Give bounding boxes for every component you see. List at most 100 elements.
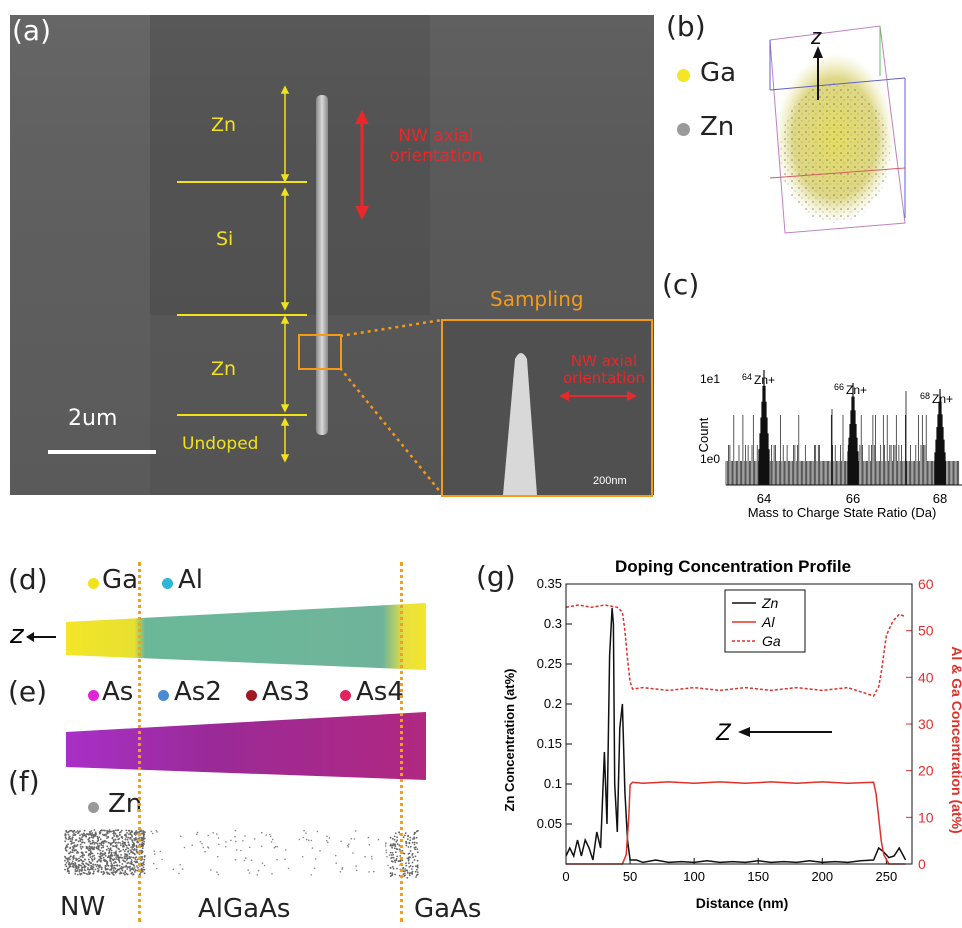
legend-al-label: Al [178,565,204,595]
panel-a-sem-image [10,15,654,495]
xtick-label: 0 [562,869,569,884]
legend-as4-dot [340,690,351,701]
svg-text:64: 64 [742,372,752,382]
axial-orientation-arrow [355,110,369,220]
segment-arrows [280,85,290,463]
legend-ga-label: Ga [700,58,737,88]
ytick-1e1: 1e1 [700,372,720,386]
legend-as-dot [88,690,99,701]
legend-as2-dot [158,690,169,701]
legend-ga-label: Ga [102,565,139,595]
legend-as4-label: As4 [356,677,404,707]
legend-as2-label: As2 [174,677,222,707]
xtick-label: 250 [876,869,898,884]
xtick-66: 66 [846,491,860,506]
peak-label-64: 64 Zn+ [742,372,775,387]
svg-text:66: 66 [834,382,844,392]
legend-al-dot [162,578,173,589]
panel-a-label: (a) [12,14,52,47]
as-reconstruction [66,712,426,780]
scale-bar-label: 2um [68,406,118,431]
axis-z-label: z [810,24,822,49]
ylabel-right: Al & Ga Concentration (at%) [949,646,962,833]
doping-profile-chart: Doping Concentration Profile Zn Concentr… [502,557,962,911]
ytick-1e0: 1e0 [700,452,720,466]
svg-text:Zn+: Zn+ [846,383,867,397]
region-label-gaas: GaAs [414,894,482,924]
nanowire [316,95,328,435]
xlabel: Mass to Charge State Ratio (Da) [748,505,937,520]
ytick-left-label: 0.35 [537,576,562,591]
axial-orientation-label: NW axial orientation [389,126,483,166]
legend-al-label: Al [761,614,775,630]
sampling-label: Sampling [490,287,584,311]
peak-label-66: 66 Zn+ [834,382,867,397]
legend-zn-dot [677,123,690,136]
svg-text:Zn+: Zn+ [932,392,953,406]
ytick-left-label: 0.15 [537,736,562,751]
legend-zn-dot [88,802,99,813]
ytick-right-label: 20 [918,763,934,779]
panel-e-label: (e) [8,675,48,708]
svg-text:Zn+: Zn+ [754,373,775,387]
ytick-right-label: 50 [918,623,934,639]
mass-spectrum-chart: Count 1e1 1e0 64 66 68 Mass to Charge St… [696,370,962,520]
xtick-label: 100 [683,869,705,884]
segment-label-zn-top: Zn [211,114,237,136]
interface-line-nw-algaas [138,562,141,922]
inset-scale-label: 200nm [593,475,627,487]
ytick-right-label: 10 [918,809,934,825]
region-label-nw: NW [60,892,106,922]
series-zn-line [565,607,907,864]
legend-ga-label: Ga [762,633,781,649]
plot-frame [565,583,913,865]
sampling-inset: NW axial orientation 200nm [441,319,653,497]
xtick-64: 64 [757,491,771,506]
legend-as3-dot [246,690,257,701]
legend-zn-label: Zn [761,595,779,611]
ytick-left-label: 0.05 [537,816,562,831]
zn-reconstruction [64,829,419,879]
series-ga-line [565,604,906,697]
xtick-label: 50 [623,869,637,884]
ytick-left-label: 0.25 [537,656,562,671]
panel-d-label: (d) [8,563,48,596]
ytick-right-label: 0 [918,856,926,872]
segment-boundary-line [177,181,307,183]
segment-boundary-line [177,314,307,316]
segment-label-undoped: Undoped [182,434,259,454]
legend-ga-dot [677,69,690,82]
series-al-line [566,781,906,865]
sampling-box [298,334,342,370]
xtick-label: 150 [747,869,769,884]
legend: Zn Al Ga [724,589,806,653]
legend-zn-label: Zn [108,789,143,819]
legend-as-label: As [102,677,134,707]
panel-g-label: (g) [476,560,516,593]
ytick-right-label: 30 [918,716,934,732]
segment-label-si: Si [216,228,234,250]
panel-b-label: (b) [666,10,706,43]
ylabel: Count [696,417,711,452]
xlabel: Distance (nm) [696,895,789,911]
z-direction-arrow [738,727,832,737]
ylabel-left: Zn Concentration (at%) [502,669,517,812]
ytick-left-label: 0.1 [544,776,562,791]
chart-title: Doping Concentration Profile [615,557,851,576]
ytick-left-label: 0.3 [544,616,562,631]
inset-axial-label: NW axial orientation [562,352,646,387]
z-direction-label: z [10,620,24,650]
ytick-right-label: 60 [918,576,934,592]
segment-boundary-line [177,414,307,416]
region-label-algaas: AlGaAs [198,894,291,924]
xtick-68: 68 [933,491,947,506]
scale-bar [48,450,156,454]
ga-al-reconstruction [66,603,426,670]
atom-probe-reconstruction-3d: z [769,24,906,234]
panel-c-label: (c) [662,268,700,301]
peak-label-68: 68 Zn+ [920,391,953,406]
xtick-label: 200 [811,869,833,884]
segment-label-zn-bottom: Zn [211,358,237,380]
ytick-right-label: 40 [918,669,934,685]
legend-ga-dot [88,578,99,589]
